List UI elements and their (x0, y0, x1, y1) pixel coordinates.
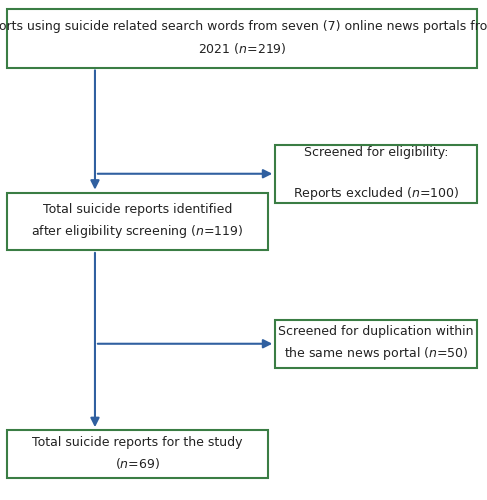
FancyBboxPatch shape (7, 430, 268, 478)
FancyBboxPatch shape (275, 320, 477, 368)
Text: Total reports using suicide related search words from seven (7) online news port: Total reports using suicide related sear… (0, 20, 487, 56)
FancyBboxPatch shape (275, 145, 477, 203)
Text: Screened for duplication within
the same news portal ($\it{n}$=50): Screened for duplication within the same… (279, 325, 474, 362)
Text: Total suicide reports for the study
($\it{n}$=69): Total suicide reports for the study ($\i… (32, 436, 243, 472)
FancyBboxPatch shape (7, 8, 477, 68)
Text: Screened for eligibility:

Reports excluded ($\it{n}$=100): Screened for eligibility: Reports exclud… (293, 146, 459, 202)
FancyBboxPatch shape (7, 192, 268, 250)
Text: Total suicide reports identified
after eligibility screening ($\it{n}$=119): Total suicide reports identified after e… (31, 202, 244, 240)
